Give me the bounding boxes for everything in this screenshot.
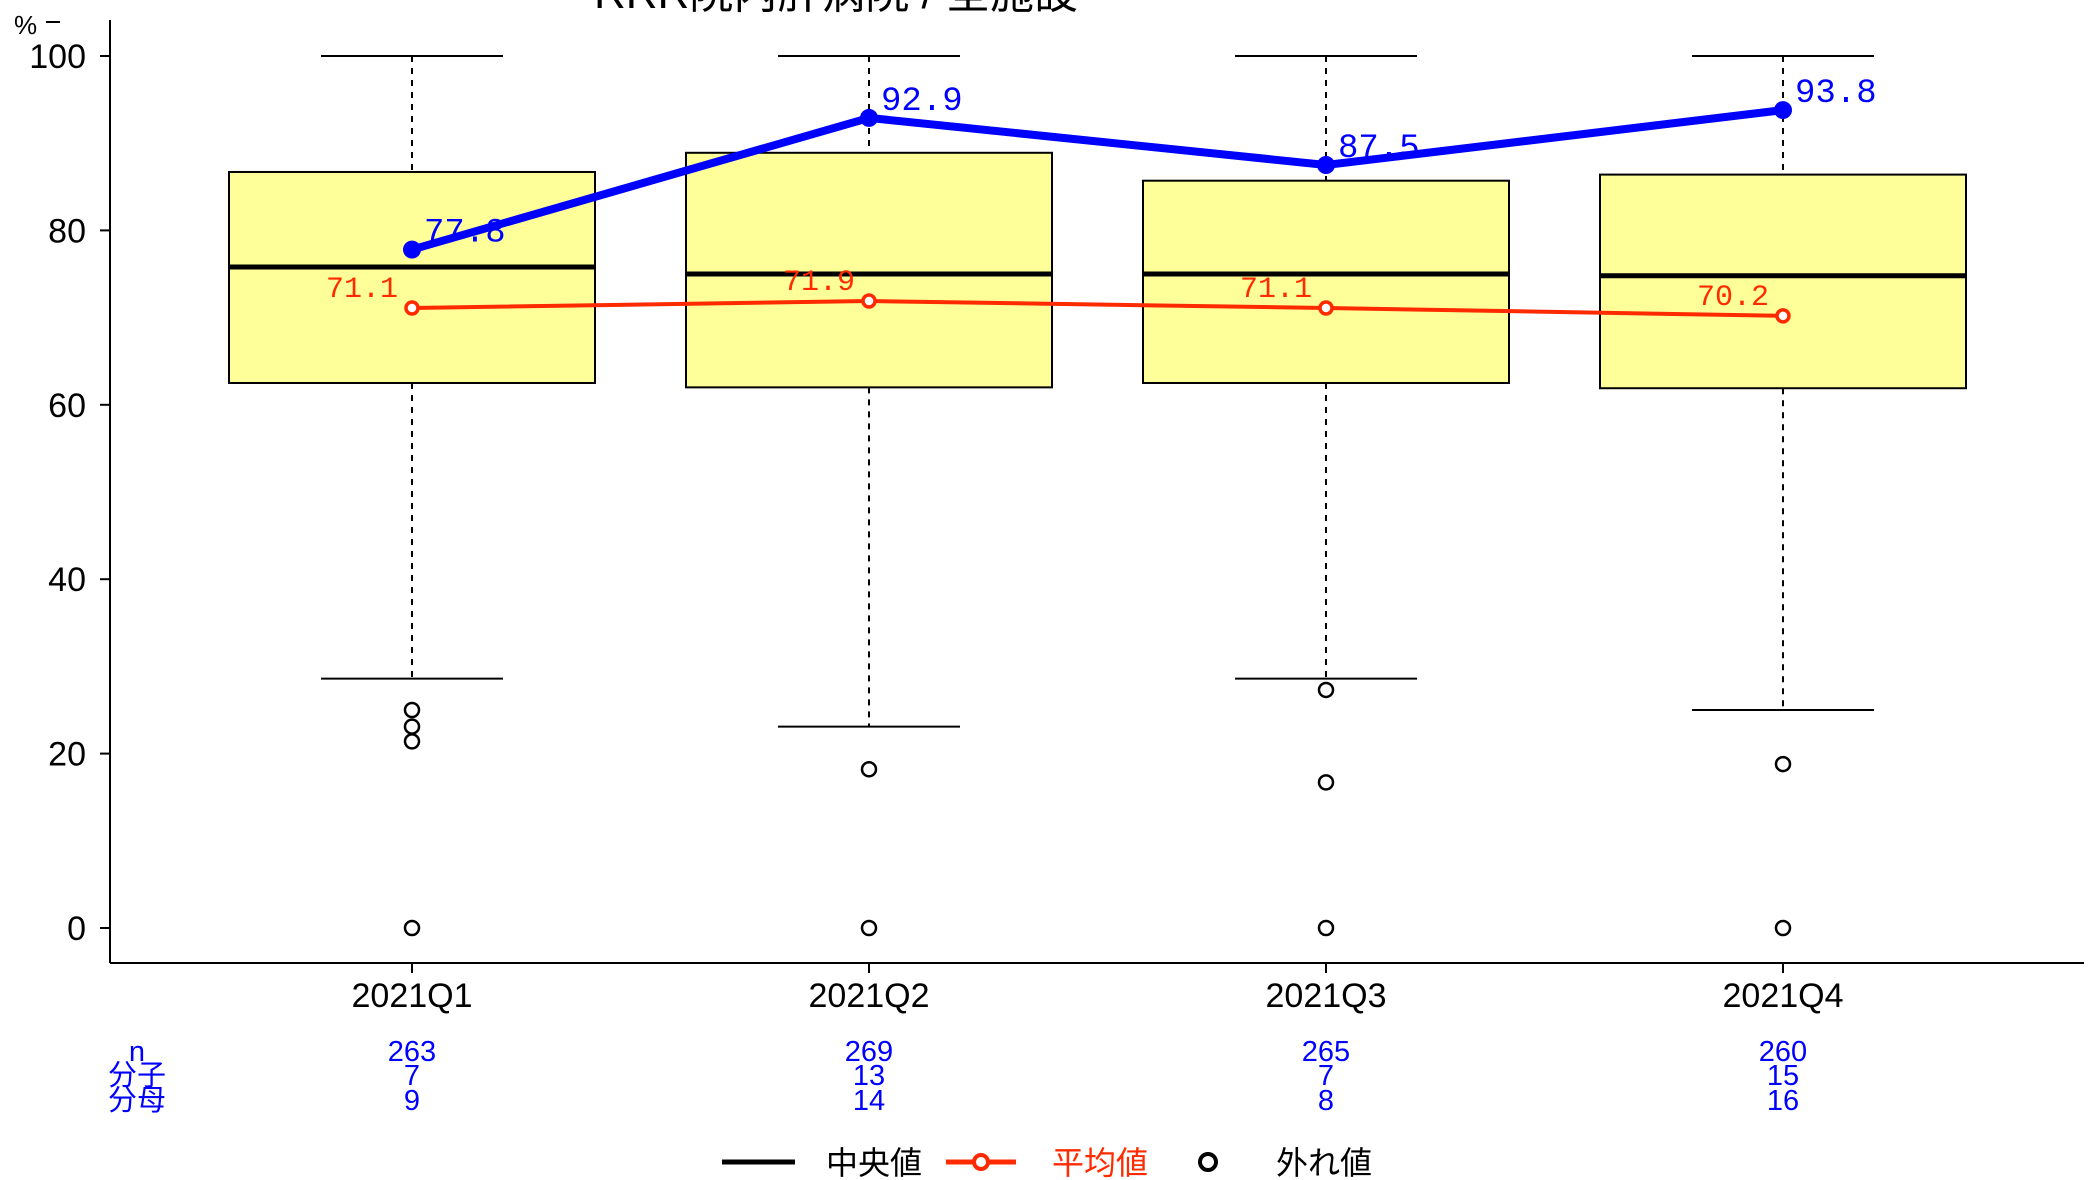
stats-n-value: 260 — [1759, 1036, 1807, 1068]
outlier-point — [860, 919, 878, 937]
mean-data-label: 71.1 — [1240, 273, 1312, 307]
mean-line — [411, 299, 1784, 318]
box-iqr — [685, 151, 1053, 389]
legend-median-label: 中央値 — [826, 1145, 922, 1180]
stats-row-label-n: n — [129, 1036, 145, 1068]
outlier-point — [1774, 755, 1792, 773]
stats-n-value: 265 — [1302, 1036, 1350, 1068]
blue-data-label: 77.8 — [424, 215, 506, 253]
x-ticks: 2021Q1 2021Q2 2021Q3 2021Q4 — [352, 963, 1844, 1015]
mean-point — [404, 300, 420, 316]
stats-numerator-value: 15 — [1767, 1060, 1799, 1092]
stats-numerator-value: 7 — [404, 1060, 420, 1092]
outlier-point — [1317, 681, 1335, 699]
y-tick-label: 100 — [29, 38, 86, 76]
y-tick-label: 80 — [48, 212, 86, 250]
mean-point — [1318, 300, 1334, 316]
outlier-point — [403, 919, 421, 937]
stats-row-label-denominator: 分母 — [108, 1085, 166, 1117]
x-tick-label: 2021Q1 — [352, 977, 473, 1015]
blue-data-label: 92.9 — [881, 83, 963, 121]
stats-denominator-value: 14 — [853, 1085, 885, 1117]
mean-point — [861, 293, 877, 309]
blue-data-label: 87.5 — [1338, 130, 1420, 168]
series-lines: 71.1 71.9 71.1 70.2 77.8 92.9 87.5 93.8 — [326, 75, 1877, 324]
y-tick-label: 0 — [67, 910, 86, 948]
stats-table: n 分子 分母 263 269 265 260 7 13 7 15 9 14 8 16 — [108, 1036, 1807, 1117]
box-iqr — [1142, 179, 1510, 384]
mean-data-label: 71.9 — [783, 266, 855, 300]
y-tick-label: 40 — [48, 561, 86, 599]
outlier-point — [403, 733, 421, 750]
legend-outlier-marker — [1198, 1152, 1218, 1172]
blue-series-point — [860, 108, 878, 127]
legend-mean-label: 平均値 — [1052, 1145, 1148, 1180]
blue-series-line — [410, 106, 1784, 254]
stats-denominator-value: 9 — [404, 1085, 420, 1117]
outlier-point — [1774, 919, 1792, 937]
blue-series-point — [1774, 101, 1792, 120]
x-tick-label: 2021Q2 — [809, 977, 930, 1015]
y-tick-label: 20 — [48, 736, 86, 774]
legend-mean-marker — [972, 1153, 990, 1171]
outlier-point — [1317, 774, 1335, 791]
legend-outlier-label: 外れ値 — [1276, 1145, 1372, 1180]
outlier-point — [860, 761, 878, 778]
outlier-point — [1317, 919, 1335, 937]
boxes — [228, 55, 1967, 937]
stats-numerator-value: 13 — [853, 1060, 885, 1092]
outlier-point — [403, 701, 421, 719]
blue-series-point — [403, 240, 421, 259]
stats-n-value: 263 — [388, 1036, 436, 1068]
mean-data-label: 71.1 — [326, 273, 398, 307]
y-tick-label: 60 — [48, 387, 86, 425]
blue-series-point — [1317, 156, 1335, 174]
blue-data-label: 93.8 — [1795, 75, 1877, 113]
stats-denominator-value: 16 — [1767, 1085, 1799, 1117]
outlier-point — [403, 718, 421, 735]
x-tick-label: 2021Q3 — [1266, 977, 1387, 1015]
y-axis-label: % — [14, 10, 37, 40]
stats-n-value: 269 — [845, 1036, 893, 1068]
mean-data-label: 70.2 — [1697, 281, 1769, 315]
stats-denominator-value: 8 — [1318, 1085, 1334, 1117]
stats-row-label-numerator: 分子 — [108, 1060, 166, 1092]
box-iqr — [228, 170, 596, 384]
stats-numerator-value: 7 — [1318, 1060, 1334, 1092]
mean-point — [1775, 308, 1791, 324]
box-iqr — [1599, 173, 1967, 390]
chart-title: RRR院内肝病院 / 全施設 — [594, 0, 1078, 18]
y-ticks: 0 20 40 60 80 100 — [29, 38, 110, 948]
legend: 中央値 平均値 外れ値 — [722, 1145, 1372, 1180]
x-tick-label: 2021Q4 — [1723, 977, 1844, 1015]
